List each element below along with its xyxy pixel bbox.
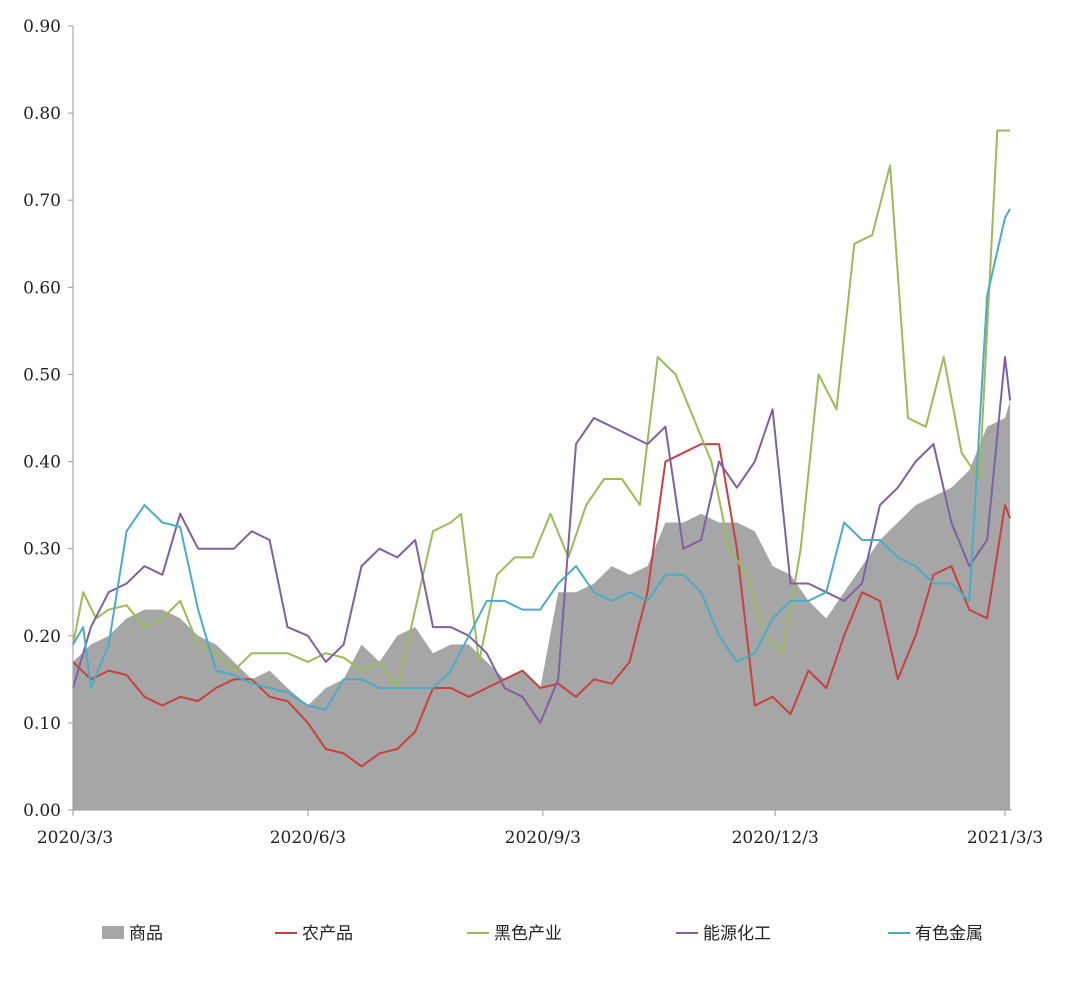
legend-label: 黑色产业 <box>494 924 562 944</box>
x-tick-label: 2021/3/3 <box>967 828 1043 848</box>
y-tick-label: 0.60 <box>23 278 61 298</box>
legend-label: 商品 <box>129 924 163 944</box>
legend-label: 能源化工 <box>703 924 771 944</box>
y-tick-label: 0.30 <box>23 540 61 560</box>
y-tick-label: 0.80 <box>23 104 61 124</box>
x-tick-label: 2020/9/3 <box>505 828 581 848</box>
legend: 商品 农产品 黑色产业 能源化工 有色金属 <box>102 924 983 944</box>
axes: 0.00 0.10 0.20 0.30 0.40 0.50 0.60 0.70 0.80 0.90… <box>23 17 1043 848</box>
legend-item: 有色金属 <box>888 924 983 944</box>
series-line-3 <box>72 356 1012 724</box>
x-tick-label: 2020/3/3 <box>37 828 113 848</box>
x-tick-label: 2020/12/3 <box>732 828 819 848</box>
x-tick-label: 2020/6/3 <box>270 828 346 848</box>
series-line-4 <box>72 208 1011 711</box>
series-line-2 <box>72 129 1011 689</box>
legend-item: 黑色产业 <box>467 924 562 944</box>
y-tick-label: 0.90 <box>23 17 61 37</box>
legend-item: 能源化工 <box>676 924 771 944</box>
legend-item: 农产品 <box>275 924 353 944</box>
legend-swatch <box>102 926 124 939</box>
legend-label: 农产品 <box>302 924 353 944</box>
y-tick-label: 0.70 <box>23 191 61 211</box>
line-layer <box>72 129 1012 768</box>
area-layer <box>73 400 1011 810</box>
y-tick-label: 0.40 <box>23 453 61 473</box>
series-line-1 <box>72 443 1012 768</box>
y-tick-label: 0.00 <box>23 801 61 821</box>
series-area-0 <box>73 400 1011 810</box>
y-tick-label: 0.10 <box>23 714 61 734</box>
legend-item: 商品 <box>102 924 163 944</box>
y-tick-label: 0.20 <box>23 627 61 647</box>
legend-label: 有色金属 <box>915 924 983 944</box>
y-tick-label: 0.50 <box>23 365 61 385</box>
